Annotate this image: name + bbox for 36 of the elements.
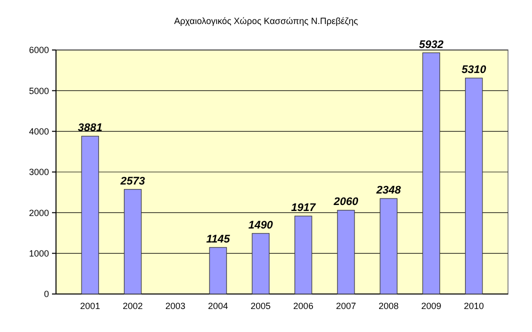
x-tick-label: 2007 — [336, 301, 356, 311]
chart-title: Αρχαιολογικός Χώρος Κασσώπης Ν.Πρεβέζης — [174, 16, 359, 26]
y-tick-label: 5000 — [28, 86, 49, 96]
bar — [422, 52, 440, 294]
data-label: 5310 — [462, 64, 487, 76]
data-label: 1145 — [206, 233, 231, 246]
data-label: 1490 — [248, 219, 274, 232]
bar — [294, 216, 312, 294]
data-label: 2348 — [375, 184, 402, 197]
x-tick-label: 2001 — [80, 301, 100, 311]
x-tick-label: 2010 — [464, 301, 484, 311]
bar — [81, 136, 99, 294]
x-tick-label: 2004 — [208, 301, 228, 311]
x-tick-label: 2009 — [421, 301, 442, 311]
bar — [124, 189, 142, 294]
x-tick-label: 2008 — [378, 301, 399, 311]
x-tick-label: 2005 — [250, 301, 271, 311]
bar — [380, 198, 398, 294]
bar — [465, 78, 483, 294]
bar — [209, 247, 227, 294]
data-label: 5932 — [419, 38, 444, 51]
x-tick-label: 2003 — [165, 301, 186, 311]
y-tick-label: 3000 — [28, 167, 49, 178]
x-tick-label: 2002 — [122, 301, 143, 311]
data-label: 2060 — [332, 196, 360, 208]
data-label: 3881 — [78, 122, 102, 134]
y-tick-label: 6000 — [28, 45, 49, 56]
y-tick-label: 2000 — [28, 208, 49, 218]
bar — [252, 233, 270, 294]
x-tick-label: 2006 — [293, 301, 314, 311]
bar — [337, 210, 355, 294]
y-tick-label: 0 — [44, 289, 49, 300]
y-tick-label: 1000 — [28, 248, 49, 258]
data-label: 1917 — [291, 202, 316, 214]
y-tick-label: 4000 — [28, 126, 49, 136]
data-label: 2573 — [120, 175, 145, 188]
